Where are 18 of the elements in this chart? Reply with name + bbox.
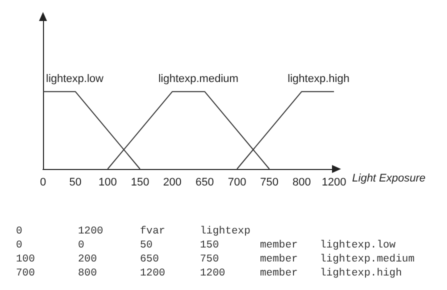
text: 0 1200 fvar lightexp bbox=[16, 226, 250, 238]
x-tick-label: 200 bbox=[163, 176, 182, 188]
x-tick-label: 150 bbox=[130, 176, 150, 188]
x-tick-label: 650 bbox=[195, 176, 214, 188]
x-axis-title: Light Exposure bbox=[352, 172, 426, 184]
series-label: lightexp.medium bbox=[158, 73, 238, 86]
x-tick-label: 750 bbox=[260, 176, 279, 188]
x-tick-label: 800 bbox=[292, 176, 311, 188]
series-label: lightexp.low bbox=[46, 73, 104, 86]
x-tick-label: 1200 bbox=[322, 176, 346, 188]
series-label: lightexp.high bbox=[288, 73, 350, 86]
x-tick-label: 700 bbox=[228, 176, 246, 188]
text: 100 200 650 750 member lightexp.medium bbox=[16, 254, 415, 266]
text: 0 0 50 150 member lightexp.low bbox=[16, 240, 396, 252]
x-tick-label: 50 bbox=[69, 176, 82, 188]
x-tick-label: 0 bbox=[40, 176, 46, 188]
x-tick-label: 100 bbox=[98, 176, 117, 188]
text: 700 800 1200 1200 member lightexp.high bbox=[16, 268, 402, 280]
